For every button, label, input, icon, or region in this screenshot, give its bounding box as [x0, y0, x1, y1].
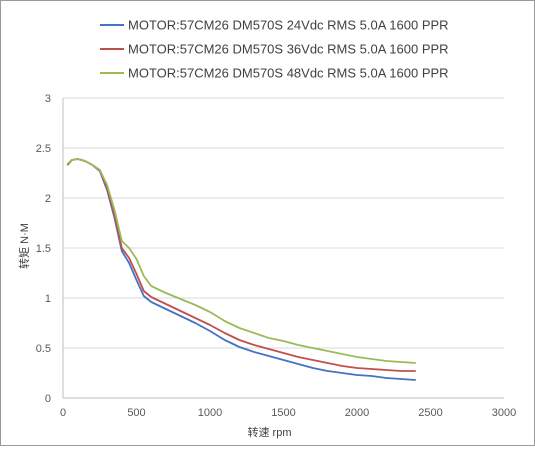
x-axis-label: 转速 rpm	[248, 425, 292, 439]
legend-label: MOTOR:57CM26 DM570S 36Vdc RMS 5.0A 1600 …	[128, 42, 449, 57]
x-tick-labels: 0 500 1000 1500 2000 2500 3000	[60, 407, 516, 419]
series-line-3	[66, 158, 416, 364]
series-line-1	[66, 158, 416, 381]
x-tick-label: 1500	[271, 407, 295, 419]
series-lines	[66, 158, 416, 381]
legend-label: MOTOR:57CM26 DM570S 24Vdc RMS 5.0A 1600 …	[128, 18, 449, 33]
x-tick-label: 3000	[492, 407, 516, 419]
y-tick-label: 0.5	[36, 343, 51, 355]
x-tick-label: 2500	[418, 407, 442, 419]
legend: MOTOR:57CM26 DM570S 24Vdc RMS 5.0A 1600 …	[100, 18, 449, 81]
series-line-2	[66, 158, 416, 372]
legend-label: MOTOR:57CM26 DM570S 48Vdc RMS 5.0A 1600 …	[128, 66, 449, 81]
axes	[62, 98, 504, 399]
y-tick-label: 1.5	[36, 243, 51, 255]
x-tick-label: 500	[127, 407, 145, 419]
x-tick-label: 0	[60, 407, 66, 419]
y-tick-label: 3	[45, 93, 51, 105]
x-tick-label: 2000	[345, 407, 369, 419]
y-tick-labels: 0 0.5 1 1.5 2 2.5 3	[36, 93, 51, 405]
y-tick-label: 1	[45, 293, 51, 305]
grid-lines	[63, 97, 504, 349]
y-tick-label: 2.5	[36, 143, 51, 155]
y-tick-label: 2	[45, 193, 51, 205]
x-tick-label: 1000	[198, 407, 222, 419]
y-axis-label: 转矩 N·M	[17, 223, 31, 269]
y-tick-label: 0	[45, 393, 51, 405]
